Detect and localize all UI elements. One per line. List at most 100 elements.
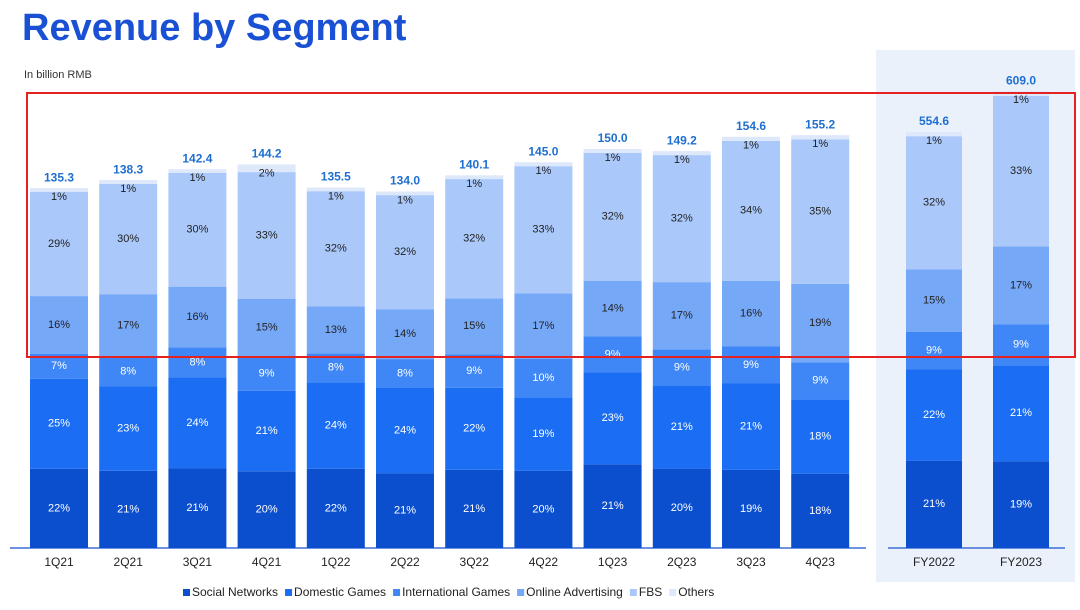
data-label: 1% [397, 194, 413, 206]
x-tick-label: 3Q21 [183, 555, 213, 569]
bar-segment [237, 298, 296, 357]
data-label: 9% [1013, 339, 1029, 351]
bar-segment [652, 151, 711, 156]
legend-label: Online Advertising [526, 585, 623, 599]
data-label: 32% [394, 246, 416, 258]
data-label: 20% [671, 502, 693, 514]
data-label: 18% [809, 430, 831, 442]
bar-segment [168, 286, 227, 348]
x-tick-label: 2Q23 [667, 555, 697, 569]
bar-segment [237, 390, 296, 472]
bar-segment [583, 152, 642, 281]
data-label: 17% [671, 310, 693, 322]
data-label: 14% [602, 303, 624, 315]
x-tick-label: 4Q22 [529, 555, 559, 569]
legend-label: Domestic Games [294, 585, 386, 599]
data-label: 1% [926, 135, 942, 147]
x-tick-label: 3Q22 [460, 555, 490, 569]
bar-segment [445, 179, 504, 299]
data-label: 32% [923, 197, 945, 209]
data-label: 33% [532, 224, 554, 236]
bar-segment [993, 365, 1049, 462]
data-label: 9% [466, 365, 482, 377]
total-label: 155.2 [805, 117, 835, 131]
bar-segment [791, 139, 850, 284]
bar-segment [993, 461, 1049, 548]
bar-segment [99, 470, 158, 548]
bar-segment [722, 469, 780, 548]
bar-segment [652, 468, 711, 548]
bar-segment [99, 356, 158, 387]
data-label: 33% [1010, 165, 1032, 177]
bar-segment [722, 383, 780, 470]
bar-segment [237, 164, 296, 173]
bar-segment [376, 195, 434, 310]
bar-segment [376, 359, 434, 388]
data-label: 21% [186, 502, 208, 514]
data-label: 9% [743, 359, 759, 371]
total-label: 140.1 [459, 158, 489, 172]
legend-label: Others [678, 585, 714, 599]
data-label: 8% [189, 356, 205, 368]
data-label: 8% [328, 362, 344, 374]
total-label: 149.2 [667, 133, 697, 147]
data-label: 19% [1010, 499, 1032, 511]
data-label: 18% [809, 505, 831, 517]
bar-segment [652, 349, 711, 386]
legend-swatch [183, 589, 190, 596]
data-label: 1% [674, 154, 690, 166]
legend-swatch [285, 589, 293, 596]
data-label: 22% [325, 502, 347, 514]
data-label: 1% [189, 172, 205, 184]
bar-segment [652, 385, 711, 469]
bar-segment [30, 468, 88, 548]
data-label: 24% [394, 424, 416, 436]
bar-segment [906, 331, 962, 370]
bar-segment [306, 353, 365, 383]
data-label: 19% [740, 503, 762, 515]
bar-segment [906, 369, 962, 461]
bar-segment [791, 135, 850, 140]
data-label: 16% [48, 319, 70, 331]
legend-label: FBS [639, 585, 662, 599]
data-label: 1% [535, 165, 551, 177]
data-label: 1% [51, 191, 67, 203]
data-label: 10% [532, 372, 554, 384]
x-tick-label: FY2023 [1000, 555, 1042, 569]
data-label: 16% [186, 311, 208, 323]
bar-segment [583, 149, 642, 153]
bar-segment [168, 169, 227, 174]
data-label: 34% [740, 205, 762, 217]
bar-segment [722, 280, 780, 347]
data-label: 21% [923, 498, 945, 510]
data-label: 24% [186, 417, 208, 429]
x-tick-label: 4Q23 [806, 555, 836, 569]
data-label: 22% [463, 423, 485, 435]
bar-segment [514, 470, 573, 548]
bar-segment [306, 191, 365, 307]
data-label: 1% [743, 140, 759, 152]
bar-segment [906, 460, 962, 548]
data-label: 15% [923, 294, 945, 306]
x-tick-label: 1Q22 [321, 555, 351, 569]
bar-segment [99, 180, 158, 184]
bar-segment [722, 140, 780, 281]
chart-subtitle: In billion RMB [24, 69, 92, 81]
bar-segment [99, 386, 158, 471]
bar-segment [30, 188, 88, 192]
bar-segment [306, 468, 365, 548]
legend-swatch [517, 589, 525, 596]
data-label: 17% [117, 319, 139, 331]
bar-segment [791, 362, 850, 400]
x-tick-label: FY2022 [913, 555, 955, 569]
bar-segment [237, 471, 296, 548]
bar-segment [514, 166, 573, 294]
bar-segment [791, 399, 850, 474]
data-label: 21% [671, 421, 693, 433]
bar-segment [652, 282, 711, 350]
x-tick-label: 1Q23 [598, 555, 628, 569]
data-label: 9% [674, 361, 690, 373]
data-label: 32% [602, 211, 624, 223]
total-label: 135.3 [44, 170, 74, 184]
bar-segment [583, 336, 642, 373]
